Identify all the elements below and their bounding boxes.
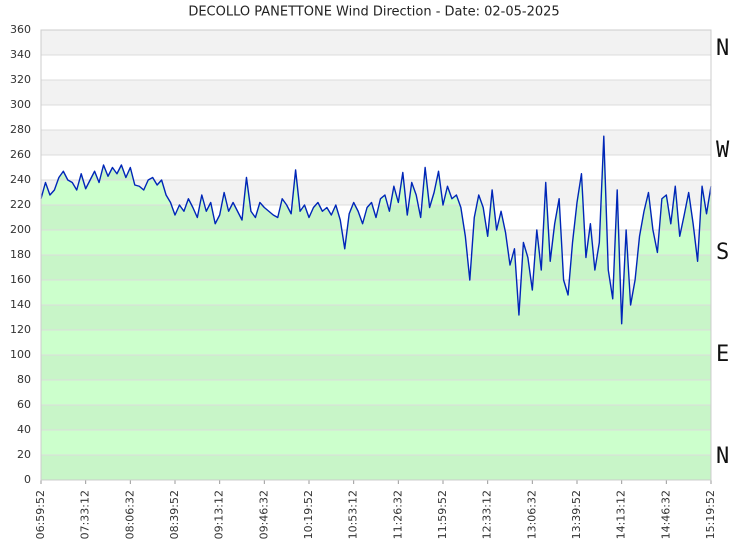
band bbox=[41, 30, 711, 55]
y-tick-label: 280 bbox=[10, 123, 31, 136]
x-tick-label: 10:53:12 bbox=[347, 490, 360, 539]
x-tick-label: 14:46:32 bbox=[659, 490, 672, 539]
x-tick-label: 15:19:52 bbox=[704, 490, 717, 539]
band bbox=[41, 130, 711, 155]
x-tick-label: 11:26:32 bbox=[391, 490, 404, 539]
y-tick-label: 100 bbox=[10, 348, 31, 361]
x-tick-label: 06:59:52 bbox=[34, 490, 47, 539]
band bbox=[41, 455, 711, 480]
band bbox=[41, 405, 711, 430]
x-tick-label: 14:13:12 bbox=[615, 490, 628, 539]
y-tick-label: 40 bbox=[17, 423, 31, 436]
x-tick-label: 10:19:52 bbox=[302, 490, 315, 539]
y-tick-label: 220 bbox=[10, 198, 31, 211]
y-tick-label: 200 bbox=[10, 223, 31, 236]
compass-label: E bbox=[716, 342, 729, 367]
x-tick-label: 13:06:32 bbox=[525, 490, 538, 539]
y-tick-label: 160 bbox=[10, 273, 31, 286]
x-tick-label: 13:39:52 bbox=[570, 490, 583, 539]
y-tick-label: 180 bbox=[10, 248, 31, 261]
y-tick-label: 260 bbox=[10, 148, 31, 161]
chart-title: DECOLLO PANETTONE Wind Direction - Date:… bbox=[188, 5, 559, 20]
x-tick-label: 07:33:12 bbox=[79, 490, 92, 539]
band bbox=[41, 255, 711, 280]
x-tick-label: 09:46:32 bbox=[257, 490, 270, 539]
y-tick-label: 240 bbox=[10, 173, 31, 186]
band bbox=[41, 80, 711, 105]
plot-frame bbox=[40, 29, 712, 481]
band bbox=[41, 155, 711, 180]
compass-label: W bbox=[716, 138, 730, 163]
x-tick-label: 09:13:12 bbox=[213, 490, 226, 539]
x-tick-label: 08:39:52 bbox=[168, 490, 181, 539]
y-tick-label: 360 bbox=[10, 23, 31, 36]
y-tick-label: 300 bbox=[10, 98, 31, 111]
band bbox=[41, 380, 711, 405]
y-tick-label: 320 bbox=[10, 73, 31, 86]
x-tick-label: 11:59:52 bbox=[436, 490, 449, 539]
y-tick-label: 120 bbox=[10, 323, 31, 336]
band bbox=[41, 430, 711, 455]
x-tick-label: 08:06:32 bbox=[123, 490, 136, 539]
band bbox=[41, 355, 711, 380]
y-tick-label: 0 bbox=[24, 473, 31, 486]
band bbox=[41, 55, 711, 80]
compass-label: S bbox=[716, 240, 729, 265]
band bbox=[41, 280, 711, 305]
compass-label: N bbox=[716, 36, 729, 61]
y-tick-label: 60 bbox=[17, 398, 31, 411]
y-tick-label: 80 bbox=[17, 373, 31, 386]
x-tick-label: 12:33:12 bbox=[481, 490, 494, 539]
band bbox=[41, 330, 711, 355]
band bbox=[41, 305, 711, 330]
y-tick-label: 20 bbox=[17, 448, 31, 461]
band bbox=[41, 105, 711, 130]
data-line bbox=[40, 135, 712, 325]
compass-label: N bbox=[716, 444, 729, 469]
y-tick-label: 340 bbox=[10, 48, 31, 61]
y-tick-label: 140 bbox=[10, 298, 31, 311]
